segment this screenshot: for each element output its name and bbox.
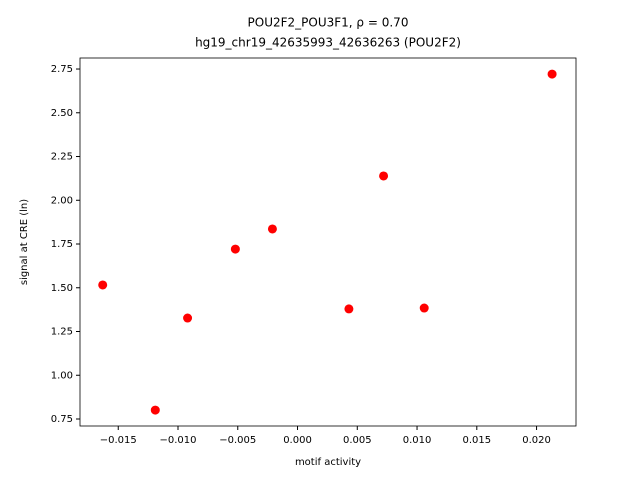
point xyxy=(267,224,277,234)
plot-frame xyxy=(79,57,577,427)
x-tick-label: 0.005 xyxy=(343,435,372,446)
y-tick-label: 1.50 xyxy=(51,283,73,294)
y-tick-label: 1.00 xyxy=(51,370,73,381)
y-axis-label: signal at CRE (ln) xyxy=(19,199,30,285)
y-tick-label: 2.25 xyxy=(51,152,73,163)
point xyxy=(98,280,108,290)
y-tick-label: 1.75 xyxy=(51,239,73,250)
point xyxy=(344,304,354,314)
x-axis-label: motif activity xyxy=(295,457,361,468)
chart-title: POU2F2_POU3F1, ρ = 0.70 xyxy=(248,16,409,30)
point xyxy=(230,244,240,254)
y-tick-label: 2.75 xyxy=(51,64,73,75)
x-tick-label: −0.010 xyxy=(159,435,196,446)
point xyxy=(419,303,429,313)
point xyxy=(150,405,160,415)
point xyxy=(379,171,389,181)
y-tick-label: 1.25 xyxy=(51,327,73,338)
y-tick-label: 2.50 xyxy=(51,108,73,119)
x-tick-label: −0.015 xyxy=(100,435,137,446)
y-tick-label: 2.00 xyxy=(51,195,73,206)
chart-subtitle: hg19_chr19_42635993_42636263 (POU2F2) xyxy=(195,36,461,50)
point xyxy=(547,69,557,79)
y-tick-label: 0.75 xyxy=(51,414,73,425)
x-tick-label: 0.010 xyxy=(403,435,432,446)
x-tick-label: 0.015 xyxy=(462,435,491,446)
x-tick-label: 0.000 xyxy=(283,435,312,446)
x-tick-label: −0.005 xyxy=(219,435,256,446)
x-tick-label: 0.020 xyxy=(522,435,551,446)
point xyxy=(183,313,193,323)
